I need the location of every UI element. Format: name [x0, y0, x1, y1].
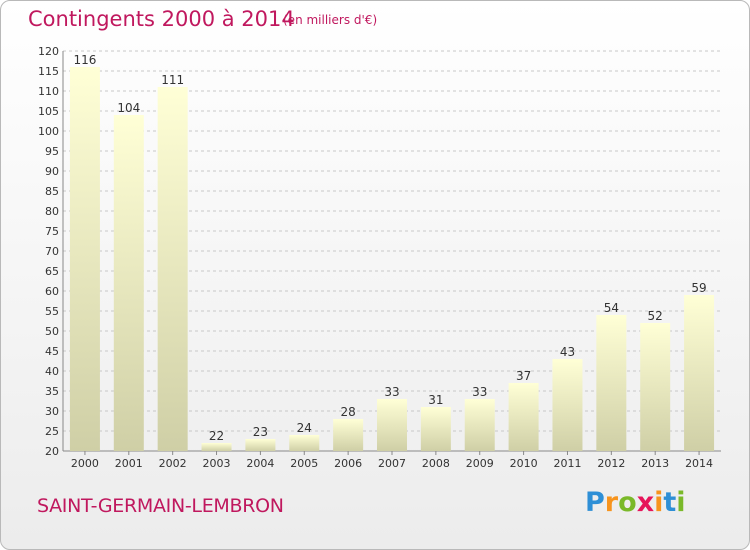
- y-tick-label: 35: [45, 385, 59, 398]
- x-tick-label: 2010: [510, 457, 538, 470]
- bar-2011: [552, 359, 583, 451]
- x-tick-label: 2009: [466, 457, 494, 470]
- logo-letter: r: [604, 487, 619, 518]
- bar-2002: [157, 87, 188, 451]
- x-tick-label: 2007: [378, 457, 406, 470]
- bar-value-label: 31: [428, 393, 443, 407]
- y-tick-label: 85: [45, 185, 59, 198]
- bar-2008: [420, 407, 451, 451]
- chart-unit: (en milliers d'€): [283, 13, 378, 27]
- y-tick-label: 95: [45, 145, 59, 158]
- bar-value-label: 111: [161, 73, 184, 87]
- x-tick-label: 2014: [685, 457, 713, 470]
- y-tick-label: 105: [38, 105, 59, 118]
- x-tick-label: 2012: [597, 457, 625, 470]
- y-tick-label: 75: [45, 225, 59, 238]
- logo-letter: t: [663, 487, 677, 518]
- y-tick-label: 50: [45, 325, 59, 338]
- x-axis: 2000 2001 2002 2003 2004 2005 2006 2007 2008 2009…: [71, 451, 713, 470]
- y-tick-label: 70: [45, 245, 59, 258]
- logo-letter: x: [636, 487, 655, 518]
- bar-2014: [684, 295, 715, 451]
- x-tick-label: 2008: [422, 457, 450, 470]
- x-tick-label: 2003: [203, 457, 231, 470]
- logo-letter: i: [676, 487, 686, 518]
- bar-2006: [333, 419, 364, 451]
- bar-2013: [640, 323, 671, 451]
- y-tick-label: 100: [38, 125, 59, 138]
- y-tick-label: 80: [45, 205, 59, 218]
- x-tick-label: 2013: [641, 457, 669, 470]
- x-tick-label: 2001: [115, 457, 143, 470]
- bar-2010: [508, 383, 539, 451]
- bar-2005: [289, 435, 320, 451]
- bar-2012: [596, 315, 627, 451]
- y-tick-label: 45: [45, 345, 59, 358]
- bar-value-label: 22: [209, 429, 224, 443]
- x-tick-label: 2000: [71, 457, 99, 470]
- x-tick-label: 2002: [159, 457, 187, 470]
- bar-value-label: 33: [472, 385, 487, 399]
- bar-value-label: 37: [516, 369, 531, 383]
- bar-value-label: 23: [253, 425, 268, 439]
- bar-value-label: 52: [648, 309, 663, 323]
- bar-value-label: 24: [297, 421, 312, 435]
- y-tick-label: 20: [45, 445, 59, 458]
- bar-value-label: 59: [691, 281, 706, 295]
- y-tick-label: 65: [45, 265, 59, 278]
- bar-2001: [113, 115, 144, 451]
- bar-value-label: 28: [340, 405, 355, 419]
- x-tick-label: 2005: [290, 457, 318, 470]
- bar-2009: [464, 399, 495, 451]
- bar-2007: [377, 399, 407, 451]
- x-tick-label: 2011: [553, 457, 581, 470]
- proxiti-logo: Proxiti: [585, 487, 686, 518]
- y-tick-label: 115: [38, 65, 59, 78]
- x-tick-label: 2006: [334, 457, 362, 470]
- bars: 116 104 111 22 23 24 28 33 31 33 37 43 54 52 59: [69, 53, 715, 451]
- logo-letter: i: [654, 487, 664, 518]
- bar-2004: [245, 439, 276, 451]
- bar-2000: [69, 67, 100, 451]
- y-tick-label: 60: [45, 285, 59, 298]
- bar-value-label: 104: [117, 101, 140, 115]
- y-tick-label: 25: [45, 425, 59, 438]
- logo-letter: P: [585, 487, 605, 518]
- chart-title: Contingents 2000 à 2014: [28, 7, 295, 31]
- y-tick-label: 120: [38, 45, 59, 58]
- bar-value-label: 33: [384, 385, 399, 399]
- bar-value-label: 54: [604, 301, 619, 315]
- bar-value-label: 116: [73, 53, 96, 67]
- y-tick-label: 40: [45, 365, 59, 378]
- x-tick-label: 2004: [246, 457, 274, 470]
- bar-2003: [201, 443, 232, 451]
- y-tick-label: 55: [45, 305, 59, 318]
- logo-letter: o: [618, 487, 637, 518]
- y-tick-label: 110: [38, 85, 59, 98]
- bar-value-label: 43: [560, 345, 575, 359]
- commune-name: SAINT-GERMAIN-LEMBRON: [37, 495, 284, 517]
- y-tick-label: 30: [45, 405, 59, 418]
- y-tick-label: 90: [45, 165, 59, 178]
